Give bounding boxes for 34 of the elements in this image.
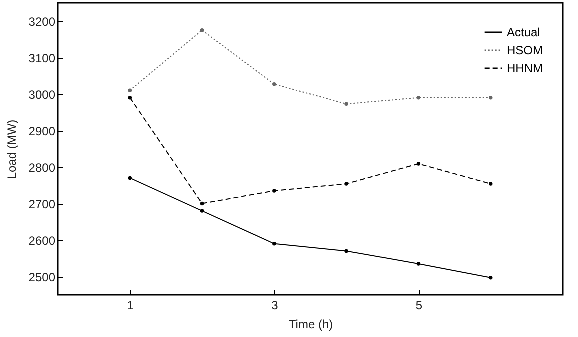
x-tick-label: 3 [272, 298, 279, 312]
point [416, 262, 421, 266]
point [416, 96, 421, 100]
y-tick-label: 3100 [28, 51, 56, 66]
x-tick-label: 1 [127, 298, 134, 312]
y-tick-label: 2900 [28, 124, 56, 138]
legend-label: HSOM [507, 44, 544, 58]
point [344, 249, 348, 254]
y-tick-label: 2600 [28, 234, 56, 248]
legend-label: HHNM [507, 62, 543, 76]
x-tick-label: 5 [416, 298, 423, 312]
point [488, 182, 493, 186]
point [488, 276, 493, 280]
legend-label: Actual [507, 26, 540, 40]
y-tick-label: 2700 [28, 197, 56, 212]
point [344, 182, 348, 186]
y-tick-label: 2500 [28, 270, 56, 284]
point [200, 28, 204, 32]
point [344, 102, 348, 106]
point [128, 176, 132, 180]
y-tick-label: 3000 [28, 88, 56, 102]
point [200, 202, 204, 206]
point [272, 189, 276, 193]
y-tick-label: 2800 [28, 160, 56, 175]
y-tick-label: 3200 [28, 14, 56, 29]
point [488, 96, 493, 100]
point [128, 96, 132, 100]
point [416, 162, 421, 166]
point [128, 88, 132, 92]
x-axis-title: Time (h) [288, 318, 334, 332]
point [272, 242, 276, 246]
y-axis-title: Load (MW) [4, 120, 19, 180]
point [200, 209, 204, 213]
point [272, 82, 276, 86]
